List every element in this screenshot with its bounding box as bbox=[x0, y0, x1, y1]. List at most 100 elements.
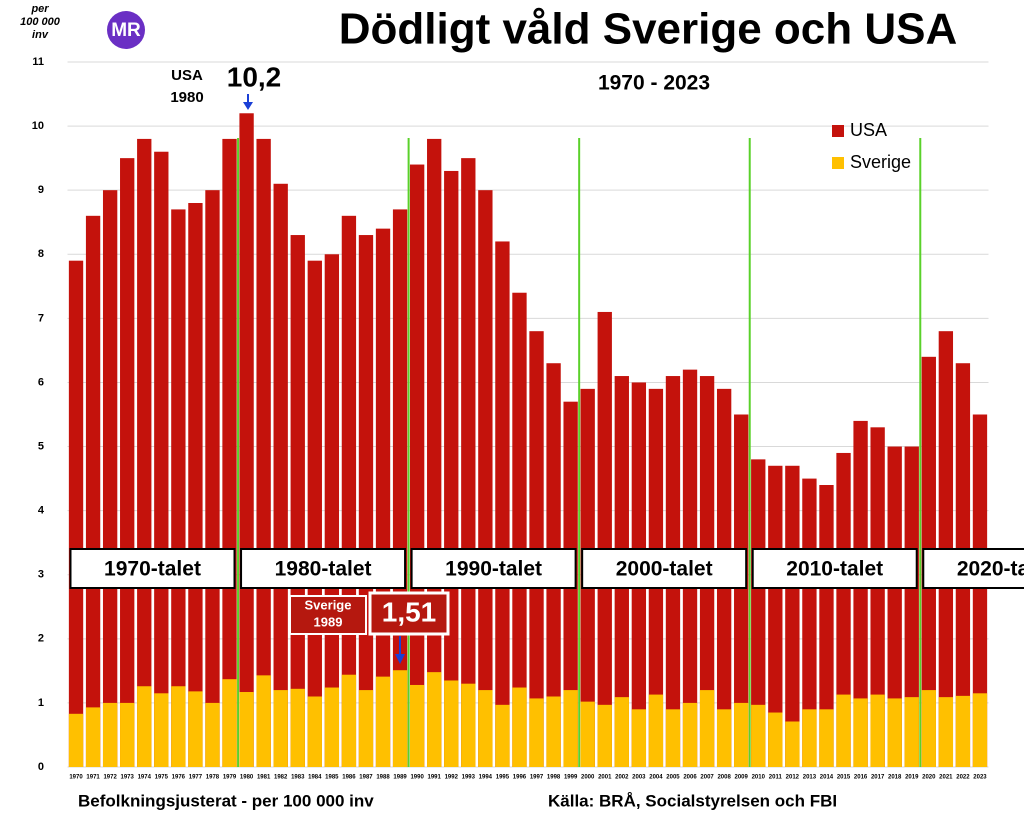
bar bbox=[751, 704, 766, 767]
bar bbox=[409, 164, 425, 767]
bar bbox=[614, 697, 629, 767]
decade-box bbox=[69, 548, 236, 589]
bar bbox=[716, 709, 732, 767]
bar bbox=[222, 138, 237, 768]
legend-label: Sverige bbox=[850, 152, 911, 172]
x-tick-label: 2015 bbox=[837, 775, 851, 781]
x-tick-label: 1975 bbox=[155, 775, 169, 781]
bar bbox=[188, 691, 203, 767]
x-tick-label: 1997 bbox=[530, 775, 544, 781]
y-tick-label: 8 bbox=[38, 248, 44, 260]
y-tick-label: 11 bbox=[32, 56, 44, 68]
x-tick-label: 2003 bbox=[632, 775, 646, 781]
bar bbox=[972, 693, 988, 767]
y-tick-label: 7 bbox=[38, 312, 44, 324]
bar bbox=[597, 311, 612, 767]
bar bbox=[171, 209, 186, 768]
bar bbox=[478, 690, 493, 767]
decade-box bbox=[410, 548, 577, 589]
y-unit: inv bbox=[32, 29, 49, 41]
x-tick-label: 2016 bbox=[854, 775, 868, 781]
y-unit: per bbox=[30, 3, 49, 15]
x-tick-label: 2008 bbox=[717, 775, 731, 781]
y-unit: 100 000 bbox=[20, 16, 61, 28]
x-tick-label: 1971 bbox=[86, 775, 100, 781]
annotation-box bbox=[289, 595, 367, 635]
bar bbox=[546, 696, 561, 767]
chart-title: Dödligt våld Sverige och USA bbox=[339, 5, 958, 54]
bar bbox=[256, 675, 271, 767]
bar bbox=[785, 465, 800, 767]
x-tick-label: 2009 bbox=[735, 775, 749, 781]
annotation-value: 10,2 bbox=[227, 61, 282, 92]
x-tick-label: 1981 bbox=[257, 775, 271, 781]
bar bbox=[461, 158, 476, 768]
x-tick-label: 1974 bbox=[138, 775, 152, 781]
bar bbox=[768, 465, 783, 767]
bar bbox=[290, 688, 305, 767]
footer: Källa: BRÅ, Socialstyrelsen och FBI bbox=[548, 791, 837, 810]
decade-label: 1980-talet bbox=[275, 558, 372, 581]
x-tick-label: 1990 bbox=[410, 775, 424, 781]
x-tick-label: 1992 bbox=[445, 775, 459, 781]
bar bbox=[478, 190, 493, 767]
bar bbox=[188, 203, 203, 767]
x-tick-label: 1970 bbox=[69, 775, 83, 781]
y-tick-label: 4 bbox=[38, 505, 45, 517]
bar bbox=[495, 704, 510, 767]
logo-text: MR bbox=[111, 20, 141, 41]
bar bbox=[239, 692, 254, 767]
bar bbox=[631, 709, 647, 767]
bar bbox=[495, 241, 510, 768]
decade-label: 2020-talet bbox=[957, 558, 1024, 581]
x-tick-label: 1993 bbox=[462, 775, 476, 781]
x-tick-label: 1998 bbox=[547, 775, 561, 781]
y-tick-label: 10 bbox=[32, 120, 44, 132]
annotation-label: 1989 bbox=[314, 614, 343, 629]
x-tick-label: 1995 bbox=[496, 775, 510, 781]
bar bbox=[85, 707, 101, 767]
bar bbox=[529, 698, 544, 767]
logo bbox=[107, 11, 145, 49]
decade-box bbox=[581, 548, 748, 589]
bar bbox=[955, 695, 971, 767]
x-tick-label: 2020 bbox=[922, 775, 936, 781]
x-tick-label: 1994 bbox=[479, 775, 493, 781]
bar bbox=[154, 693, 169, 767]
bar bbox=[120, 702, 135, 767]
bar bbox=[120, 158, 135, 768]
x-tick-label: 2023 bbox=[973, 775, 987, 781]
decade-label: 1970-talet bbox=[104, 558, 201, 581]
bar bbox=[734, 702, 749, 767]
decade-label: 2010-talet bbox=[786, 558, 883, 581]
subtitle: 1970 - 2023 bbox=[598, 72, 710, 95]
decade-label: 2000-talet bbox=[616, 558, 713, 581]
bar bbox=[699, 690, 715, 767]
y-tick-label: 6 bbox=[38, 376, 44, 388]
bar bbox=[461, 683, 476, 767]
bar bbox=[137, 138, 152, 768]
decade-box bbox=[240, 548, 407, 589]
x-tick-label: 2002 bbox=[615, 775, 629, 781]
bar bbox=[85, 215, 101, 767]
bar bbox=[137, 686, 152, 767]
y-tick-label: 5 bbox=[38, 440, 44, 452]
x-tick-label: 1982 bbox=[274, 775, 288, 781]
bar bbox=[819, 709, 834, 767]
x-tick-label: 1976 bbox=[172, 775, 186, 781]
bar bbox=[836, 452, 851, 767]
bar bbox=[68, 260, 84, 767]
bar bbox=[375, 676, 391, 767]
y-tick-label: 3 bbox=[38, 569, 44, 581]
bar bbox=[358, 690, 374, 767]
x-tick-label: 2019 bbox=[905, 775, 919, 781]
bar bbox=[665, 709, 681, 767]
annotation-box bbox=[368, 591, 450, 636]
bar bbox=[290, 235, 305, 767]
x-tick-label: 2001 bbox=[598, 775, 612, 781]
bar bbox=[597, 704, 612, 767]
bar bbox=[512, 292, 527, 767]
bar bbox=[444, 680, 459, 767]
